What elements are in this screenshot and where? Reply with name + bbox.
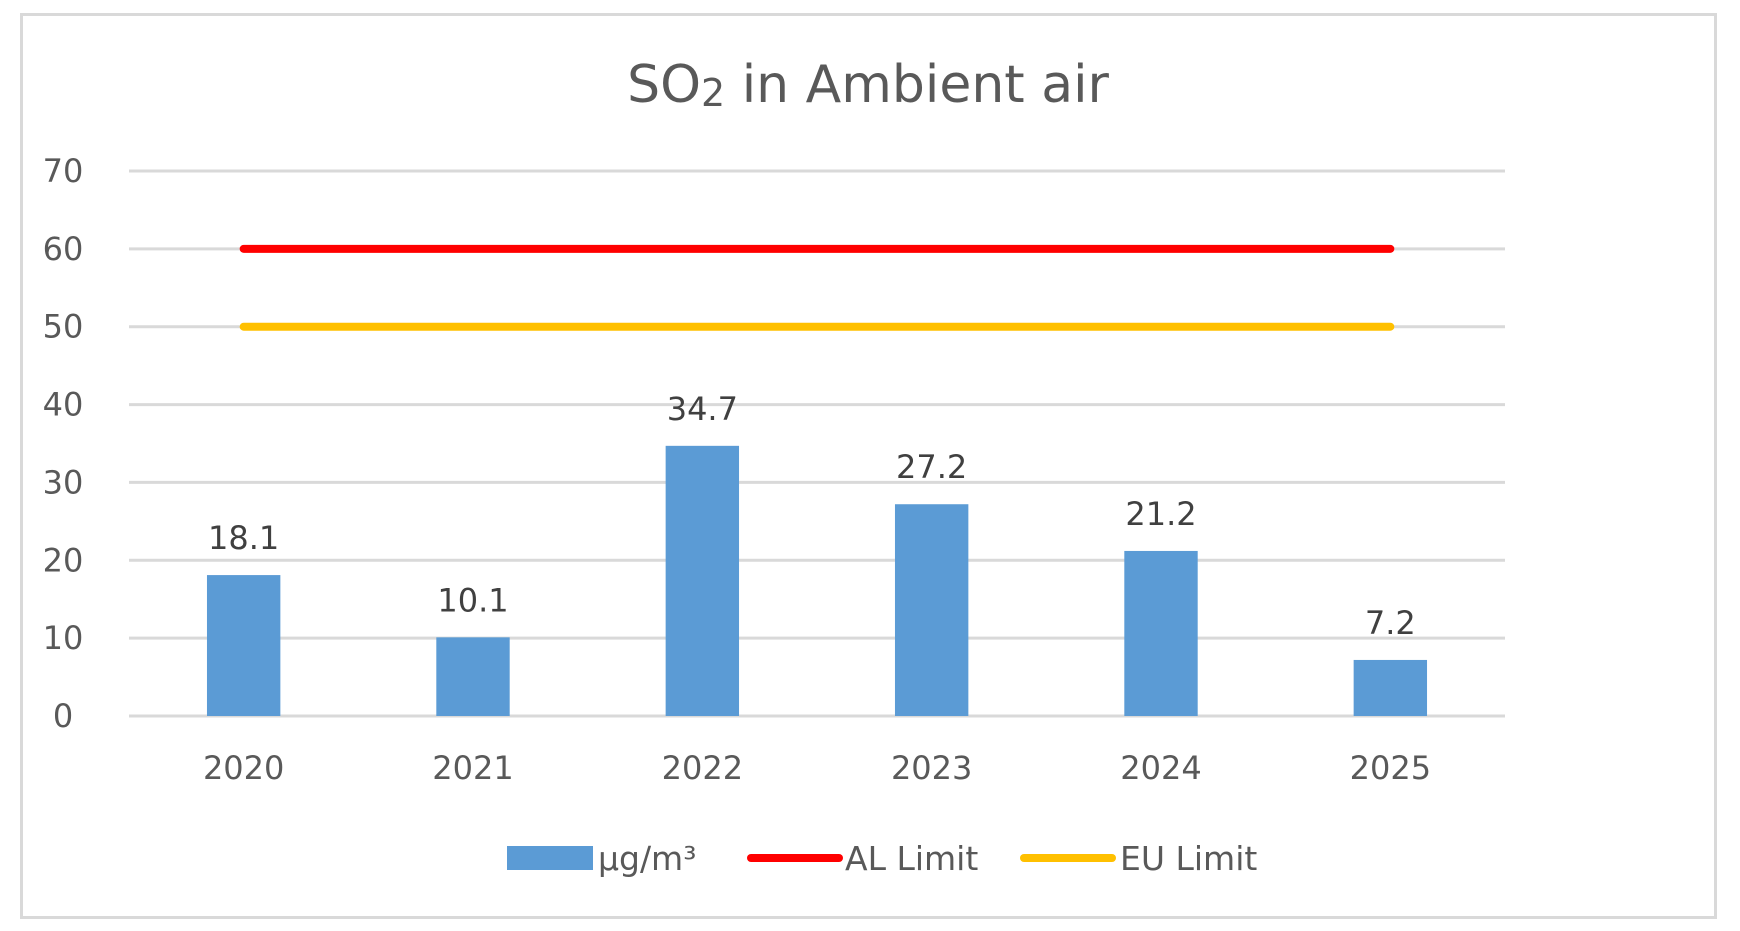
chart-frame: SO2 in Ambient air 0 10 20 30 40 50 60 70 18.1 1… [20, 13, 1717, 919]
chart-title-prefix: SO [627, 55, 701, 115]
bar-series [206, 445, 1428, 716]
bar-2020 [206, 575, 281, 716]
data-label-2021: 10.1 [437, 581, 508, 619]
legend-label: µg/m³ [598, 839, 696, 878]
line-series [239, 244, 1395, 331]
bar-2023 [894, 504, 969, 716]
y-tick-label: 30 [43, 463, 84, 501]
legend: µg/m³ AL Limit EU Limit [507, 839, 1257, 878]
x-category-label: 2023 [891, 749, 972, 787]
data-label-2020: 18.1 [208, 519, 279, 557]
legend-swatch-bar [507, 846, 593, 870]
y-tick-label: 0 [53, 697, 73, 735]
y-tick-label: 50 [43, 308, 84, 346]
chart-title-suffix: in Ambient air [725, 55, 1109, 115]
bar-2024 [1124, 550, 1198, 716]
data-label-2023: 27.2 [896, 448, 967, 486]
bar-2022 [665, 445, 740, 716]
x-category-label: 2021 [432, 749, 513, 787]
x-axis-categories: 2020 2021 2022 2023 2024 2025 [203, 749, 1431, 787]
y-tick-label: 60 [43, 230, 84, 268]
data-label-2022: 34.7 [667, 390, 738, 428]
chart-title: SO2 in Ambient air [627, 55, 1109, 115]
legend-label: AL Limit [845, 839, 978, 878]
data-label-2024: 21.2 [1125, 495, 1196, 533]
chart-title-subscript: 2 [701, 71, 725, 115]
y-tick-label: 10 [43, 619, 84, 657]
x-category-label: 2025 [1350, 749, 1431, 787]
legend-label: EU Limit [1120, 839, 1257, 878]
y-tick-label: 40 [43, 386, 84, 424]
data-label-2025: 7.2 [1365, 604, 1416, 642]
x-category-label: 2024 [1120, 749, 1201, 787]
x-category-label: 2020 [203, 749, 284, 787]
y-tick-label: 20 [43, 541, 84, 579]
y-axis-ticks: 0 10 20 30 40 50 60 70 [43, 152, 84, 735]
data-labels: 18.1 10.1 34.7 27.2 21.2 7.2 [208, 390, 1416, 642]
y-tick-label: 70 [43, 152, 84, 190]
x-category-label: 2022 [662, 749, 743, 787]
bar-2025 [1353, 659, 1428, 716]
bar-2021 [436, 637, 510, 716]
